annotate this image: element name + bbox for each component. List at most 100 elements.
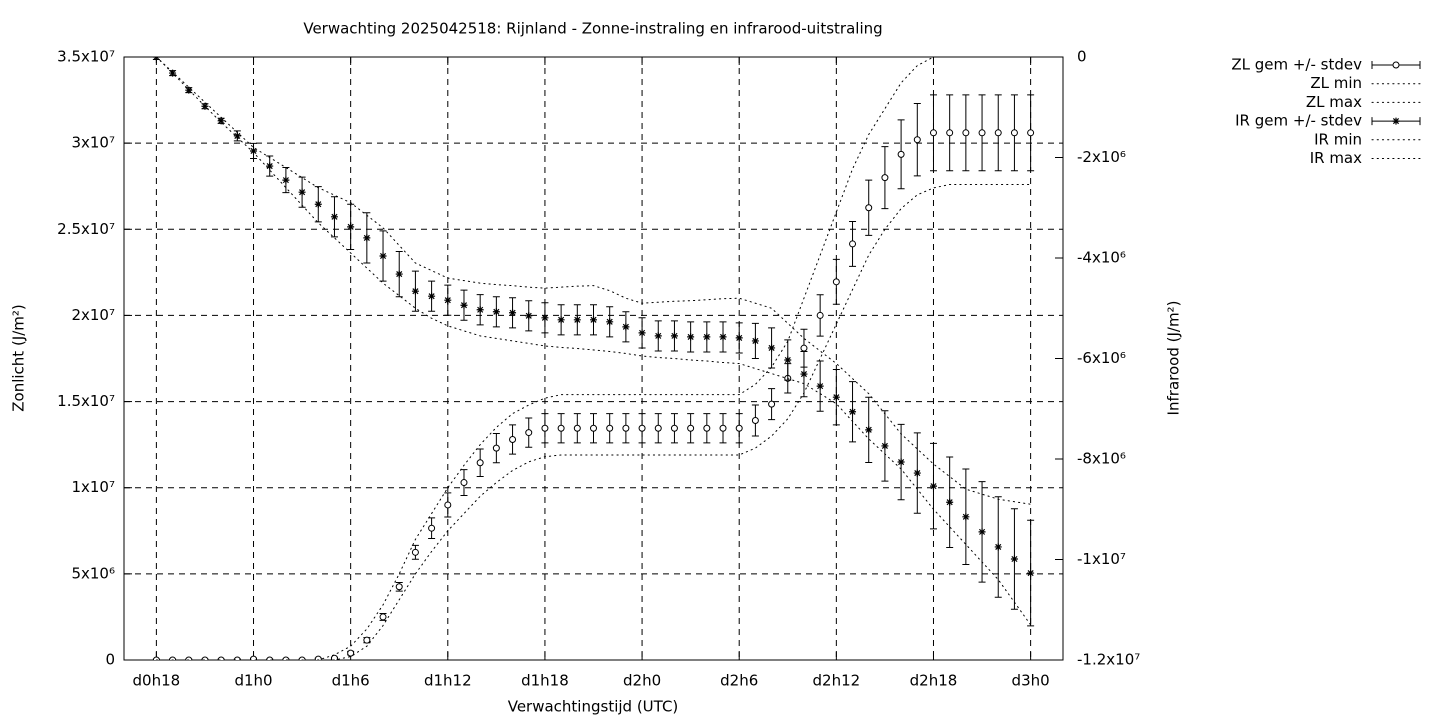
point bbox=[622, 323, 630, 331]
point bbox=[1392, 117, 1400, 125]
point bbox=[590, 424, 597, 432]
point bbox=[266, 656, 274, 660]
series-line bbox=[155, 57, 934, 660]
x-tick-label: d1h0 bbox=[234, 672, 272, 690]
point bbox=[330, 654, 338, 660]
point bbox=[703, 333, 711, 341]
point bbox=[768, 344, 776, 352]
point bbox=[800, 370, 808, 378]
point bbox=[573, 424, 581, 432]
point bbox=[751, 337, 759, 345]
point bbox=[1027, 569, 1035, 577]
y2-tick-label: -1x10⁷ bbox=[1077, 550, 1126, 568]
point bbox=[363, 636, 371, 644]
point bbox=[460, 479, 468, 487]
point bbox=[379, 252, 387, 260]
legend-label: ZL gem +/- stdev bbox=[1231, 56, 1362, 74]
point bbox=[929, 129, 937, 137]
point bbox=[865, 204, 873, 212]
point bbox=[606, 318, 614, 326]
point bbox=[1392, 61, 1400, 69]
y2-axis-label: Infrarood (J/m²) bbox=[1165, 301, 1183, 416]
series-line bbox=[155, 57, 1032, 626]
point bbox=[913, 136, 921, 144]
point bbox=[719, 333, 727, 341]
point bbox=[363, 234, 371, 242]
point bbox=[217, 117, 225, 125]
point bbox=[735, 424, 743, 432]
point bbox=[622, 424, 630, 432]
y-tick-label: 5x10⁶ bbox=[71, 564, 115, 582]
point bbox=[994, 543, 1002, 551]
point bbox=[929, 482, 937, 490]
point bbox=[703, 424, 711, 432]
point bbox=[962, 513, 970, 521]
point bbox=[185, 86, 193, 94]
point bbox=[687, 424, 695, 432]
point bbox=[1010, 129, 1018, 137]
point bbox=[849, 240, 857, 248]
point bbox=[509, 309, 517, 317]
point bbox=[298, 656, 306, 660]
point bbox=[476, 306, 484, 314]
legend-label: IR gem +/- stdev bbox=[1235, 112, 1362, 130]
point bbox=[444, 296, 452, 304]
point bbox=[250, 147, 258, 155]
point bbox=[638, 329, 646, 337]
point bbox=[233, 656, 241, 660]
legend-label: ZL max bbox=[1306, 93, 1362, 111]
point bbox=[476, 459, 484, 467]
point bbox=[298, 188, 306, 196]
point bbox=[719, 424, 727, 432]
y2-tick-label: -6x10⁶ bbox=[1077, 349, 1126, 367]
point bbox=[282, 656, 290, 660]
legend-label: IR max bbox=[1310, 149, 1362, 167]
y-tick-label: 3x10⁷ bbox=[71, 134, 115, 152]
point bbox=[347, 649, 355, 657]
x-tick-label: d1h6 bbox=[332, 672, 370, 690]
point bbox=[800, 344, 808, 352]
point bbox=[282, 176, 290, 184]
point bbox=[865, 426, 873, 434]
point bbox=[832, 393, 840, 401]
plot-area bbox=[152, 57, 1035, 660]
point bbox=[1027, 129, 1035, 137]
y-tick-label: 3.5x10⁷ bbox=[57, 48, 115, 66]
point bbox=[881, 442, 889, 450]
point bbox=[994, 129, 1002, 137]
point bbox=[411, 287, 419, 295]
point bbox=[962, 129, 970, 137]
point bbox=[330, 213, 338, 221]
point bbox=[233, 132, 241, 140]
point bbox=[654, 424, 662, 432]
point bbox=[557, 424, 565, 432]
point bbox=[525, 429, 533, 437]
point bbox=[784, 356, 792, 364]
y-tick-label: 1.5x10⁷ bbox=[57, 392, 115, 410]
point bbox=[169, 656, 177, 660]
point bbox=[881, 174, 889, 182]
x-tick-label: d2h12 bbox=[813, 672, 861, 690]
y-tick-label: 1x10⁷ bbox=[71, 478, 115, 496]
point bbox=[444, 501, 452, 509]
point bbox=[185, 656, 193, 660]
plot-frame bbox=[123, 56, 1064, 661]
y2-tick-label: -1.2x10⁷ bbox=[1077, 651, 1140, 669]
series-line bbox=[155, 57, 1032, 505]
point bbox=[395, 583, 403, 591]
point bbox=[250, 655, 258, 660]
point bbox=[832, 278, 840, 286]
y2-tick-label: -8x10⁶ bbox=[1077, 450, 1126, 468]
point bbox=[946, 498, 954, 506]
point bbox=[897, 150, 905, 158]
x-tick-label: d2h6 bbox=[720, 672, 758, 690]
y-tick-label: 0 bbox=[105, 651, 115, 669]
point bbox=[751, 417, 759, 425]
point bbox=[670, 332, 678, 340]
x-tick-label: d3h0 bbox=[1012, 672, 1050, 690]
x-tick-label: d2h18 bbox=[910, 672, 958, 690]
point bbox=[509, 435, 517, 443]
point bbox=[654, 332, 662, 340]
